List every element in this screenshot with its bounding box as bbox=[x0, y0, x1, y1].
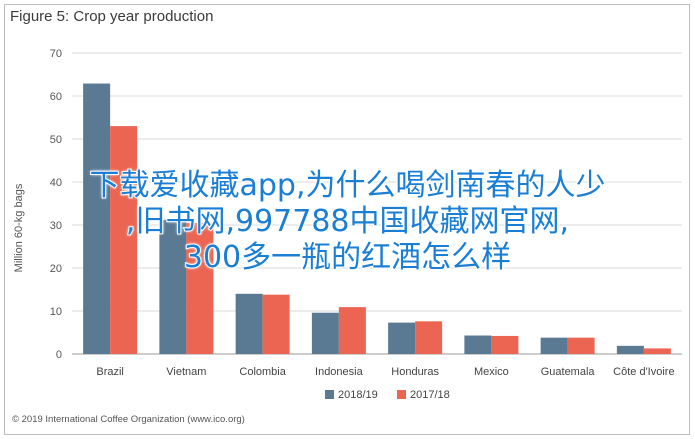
bar bbox=[464, 335, 492, 354]
y-tick-label: 40 bbox=[50, 177, 62, 189]
y-tick-label: 30 bbox=[50, 220, 62, 232]
y-tick-label: 10 bbox=[50, 306, 62, 318]
bar bbox=[338, 307, 366, 354]
x-tick-label: Côte d'Ivoire bbox=[613, 366, 674, 378]
y-tick-label: 20 bbox=[50, 263, 62, 275]
y-tick-label: 60 bbox=[50, 91, 62, 103]
y-tick-label: 50 bbox=[50, 134, 62, 146]
y-tick-label: 70 bbox=[50, 48, 62, 60]
legend-label: 2018/19 bbox=[338, 389, 378, 401]
bar bbox=[110, 126, 138, 354]
bar bbox=[491, 335, 519, 354]
bar bbox=[388, 322, 416, 354]
x-tick-label: Brazil bbox=[96, 366, 124, 378]
x-tick-label: Honduras bbox=[391, 366, 439, 378]
bar bbox=[567, 337, 595, 354]
bar bbox=[643, 348, 671, 354]
bar bbox=[83, 83, 111, 354]
bar bbox=[616, 345, 644, 354]
y-tick-label: 0 bbox=[56, 349, 62, 361]
legend-label: 2017/18 bbox=[410, 389, 450, 401]
x-tick-label: Vietnam bbox=[166, 366, 206, 378]
bar bbox=[262, 294, 290, 354]
bar bbox=[186, 222, 214, 354]
y-axis-label: Million 60-kg bags bbox=[13, 183, 25, 272]
legend-swatch bbox=[325, 390, 334, 399]
x-tick-label: Colombia bbox=[239, 366, 286, 378]
x-tick-label: Mexico bbox=[474, 366, 509, 378]
bar bbox=[311, 312, 339, 354]
x-tick-label: Guatemala bbox=[541, 366, 596, 378]
bar bbox=[415, 321, 443, 354]
bar bbox=[540, 337, 568, 354]
bar bbox=[159, 219, 187, 354]
bar bbox=[235, 293, 263, 354]
chart-title: Figure 5: Crop year production bbox=[10, 8, 214, 25]
x-tick-label: Indonesia bbox=[315, 366, 364, 378]
copyright-text: © 2019 International Coffee Organization… bbox=[12, 414, 245, 425]
legend-swatch bbox=[397, 390, 406, 399]
